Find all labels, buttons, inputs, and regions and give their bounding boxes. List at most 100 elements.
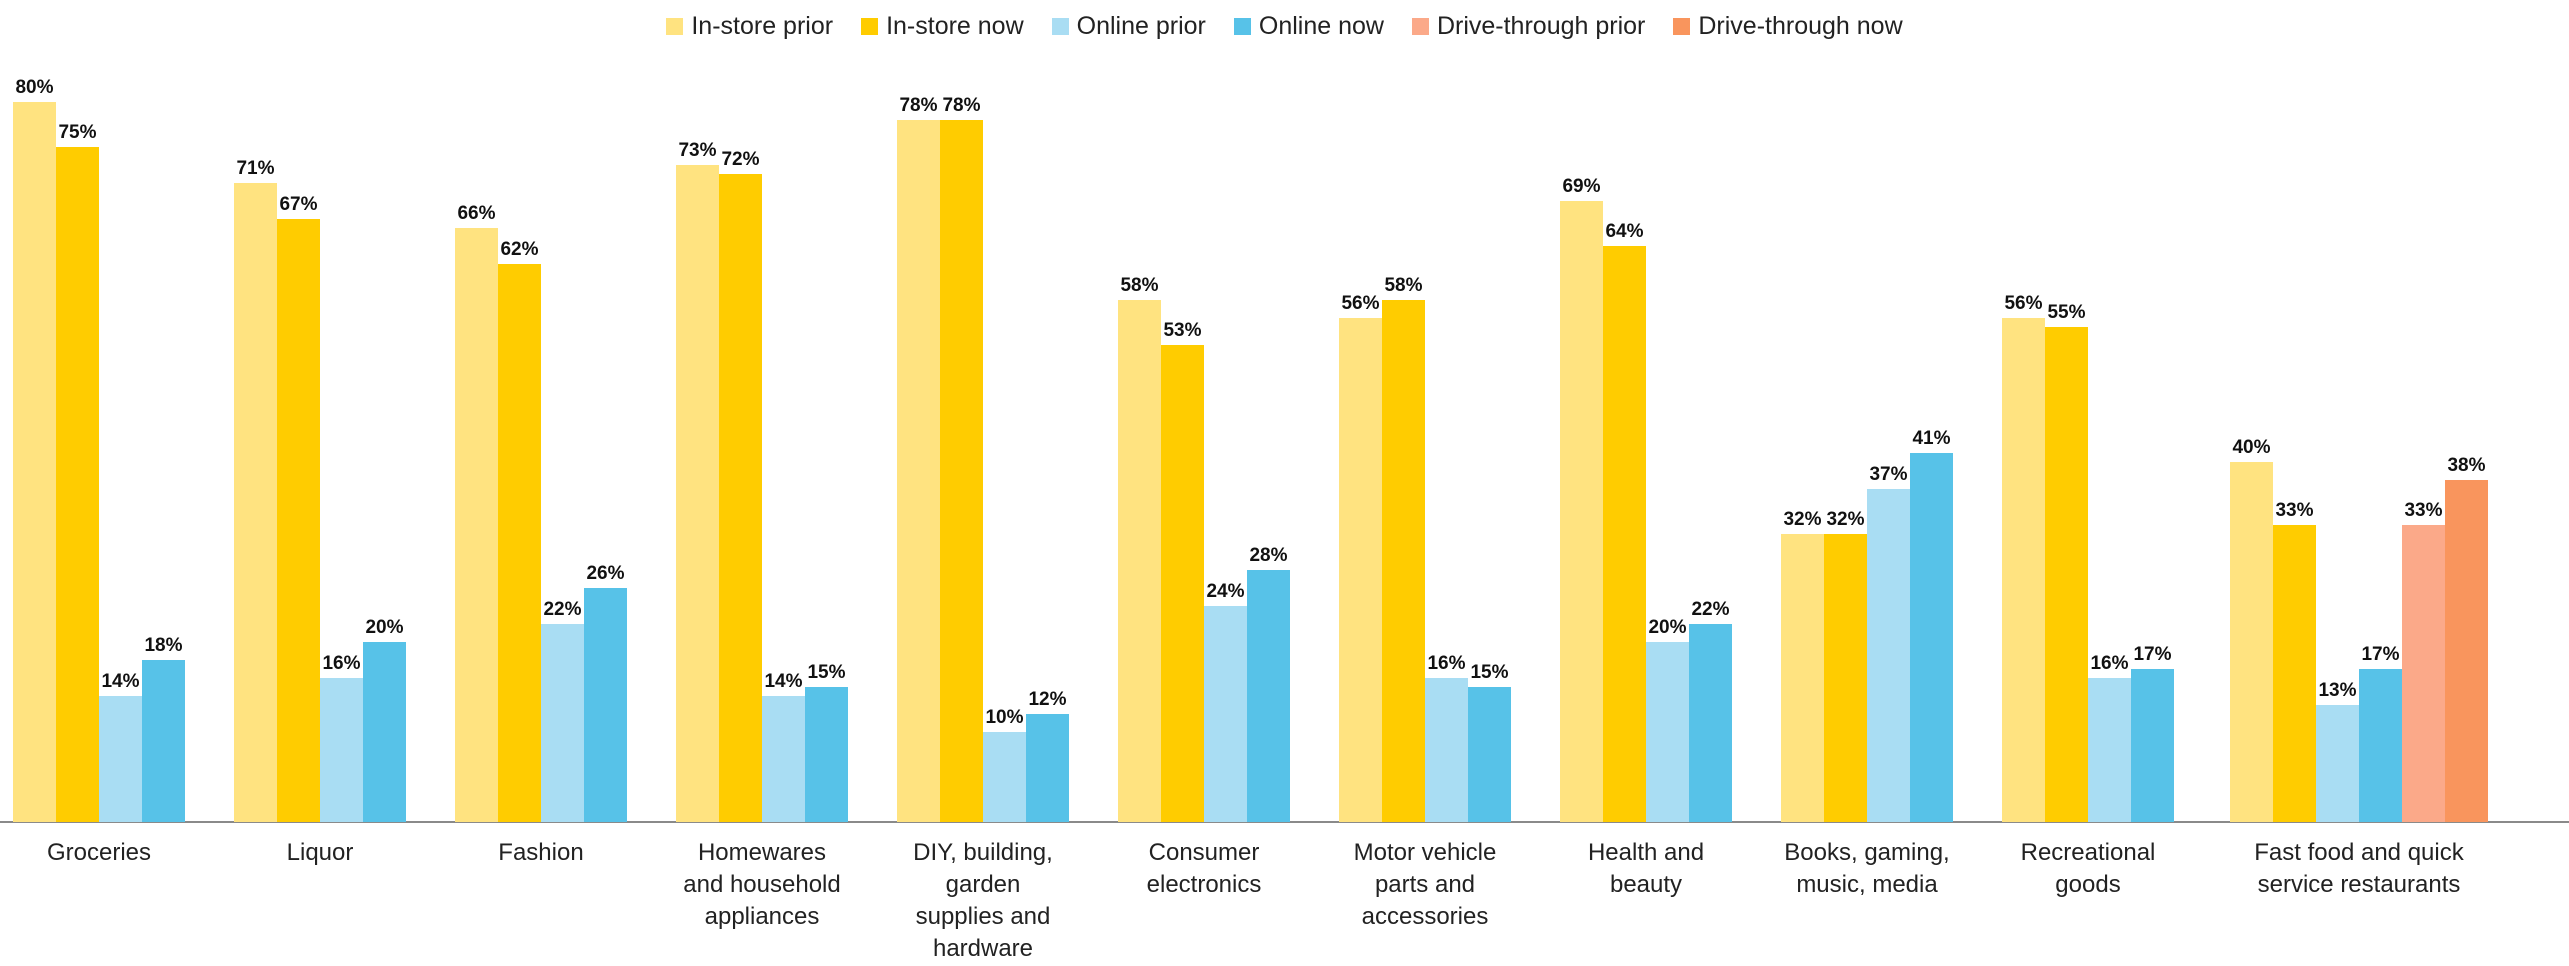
category-label-line: service restaurants xyxy=(2258,871,2461,898)
bar xyxy=(2131,669,2174,822)
category-label: Liquor xyxy=(287,839,354,866)
category-label: Health and beauty xyxy=(1588,839,1704,898)
data-label: 58% xyxy=(1120,275,1158,296)
bar xyxy=(719,174,762,822)
category-label-line: Homewares xyxy=(698,839,826,866)
bar xyxy=(1867,489,1910,822)
category-label-line: supplies and xyxy=(916,903,1051,930)
category-label-line: DIY, building, xyxy=(913,839,1053,866)
data-label: 66% xyxy=(457,203,495,224)
category-label-line: music, media xyxy=(1796,871,1938,898)
bar xyxy=(277,219,320,822)
data-label: 58% xyxy=(1384,275,1422,296)
data-label: 12% xyxy=(1028,689,1066,710)
legend-label: Drive-through prior xyxy=(1436,11,1646,40)
bar xyxy=(1161,345,1204,822)
bar xyxy=(56,147,99,822)
data-label: 75% xyxy=(58,122,96,143)
data-label: 20% xyxy=(1648,617,1686,638)
category-label: Groceries xyxy=(47,839,151,866)
legend-swatch xyxy=(666,17,684,35)
data-label: 37% xyxy=(1869,464,1907,485)
bar xyxy=(2045,327,2088,822)
bar xyxy=(541,624,584,822)
bar xyxy=(983,732,1026,822)
data-label: 33% xyxy=(2275,500,2313,521)
bar xyxy=(99,696,142,822)
legend: In-store prior In-store now Online prior On… xyxy=(0,6,2569,46)
bar xyxy=(1247,570,1290,822)
data-label: 16% xyxy=(1427,653,1465,674)
bar xyxy=(1689,624,1732,822)
data-label: 24% xyxy=(1206,581,1244,602)
bar xyxy=(455,228,498,822)
legend-item: In-store prior xyxy=(666,12,833,41)
category-label: Fast food and quick service restaurants xyxy=(2254,839,2464,898)
bar xyxy=(1204,606,1247,822)
category-label: Books, gaming, music, media xyxy=(1784,839,1949,898)
bar xyxy=(1646,642,1689,822)
data-label: 78% xyxy=(899,95,937,116)
data-label: 18% xyxy=(144,635,182,656)
data-label: 53% xyxy=(1163,320,1201,341)
data-label: 32% xyxy=(1826,509,1864,530)
bar xyxy=(13,102,56,822)
category-label-line: garden xyxy=(946,871,1021,898)
bar xyxy=(2088,678,2131,822)
category-label-line: Consumer xyxy=(1149,839,1260,866)
category-label-line: accessories xyxy=(1362,903,1489,930)
data-label: 40% xyxy=(2232,437,2270,458)
bar xyxy=(1560,201,1603,822)
bar xyxy=(320,678,363,822)
bar xyxy=(1781,534,1824,822)
category-label-line: goods xyxy=(2055,871,2120,898)
bar xyxy=(1425,678,1468,822)
data-label: 56% xyxy=(2004,293,2042,314)
category-label-line: and household xyxy=(683,871,840,898)
data-label: 15% xyxy=(1470,662,1508,683)
legend-label: In-store now xyxy=(886,11,1024,40)
category-label-line: parts and xyxy=(1375,871,1475,898)
category-label-line: electronics xyxy=(1147,871,1262,898)
data-label: 22% xyxy=(543,599,581,620)
bar xyxy=(762,696,805,822)
data-label: 22% xyxy=(1691,599,1729,620)
data-label: 14% xyxy=(764,671,802,692)
bar xyxy=(1910,453,1953,822)
data-label: 67% xyxy=(279,194,317,215)
data-label: 16% xyxy=(322,653,360,674)
bar xyxy=(940,120,983,822)
category-label-line: Health and xyxy=(1588,839,1704,866)
data-label: 55% xyxy=(2047,302,2085,323)
legend-item: Drive-through now xyxy=(1673,11,1903,41)
data-label: 16% xyxy=(2090,653,2128,674)
bar xyxy=(676,165,719,822)
bar xyxy=(1339,318,1382,822)
legend-swatch xyxy=(1673,17,1691,35)
bar xyxy=(142,660,185,822)
data-label: 17% xyxy=(2361,644,2399,665)
bar xyxy=(805,687,848,822)
data-label: 14% xyxy=(101,671,139,692)
data-label: 78% xyxy=(942,95,980,116)
bar xyxy=(584,588,627,822)
bar xyxy=(2273,525,2316,822)
category-label-line: beauty xyxy=(1610,871,1682,898)
category-label: Fashion xyxy=(498,839,583,866)
legend-label: In-store prior xyxy=(691,11,834,40)
category-label-line: Motor vehicle xyxy=(1354,839,1497,866)
bar xyxy=(1468,687,1511,822)
legend-label: Drive-through now xyxy=(1698,11,1903,40)
category-label-line: Liquor xyxy=(287,839,354,866)
data-label: 71% xyxy=(236,158,274,179)
legend-swatch xyxy=(1411,17,1429,35)
data-label: 80% xyxy=(15,77,53,98)
bar xyxy=(2002,318,2045,822)
data-label: 15% xyxy=(807,662,845,683)
bar xyxy=(234,183,277,822)
data-label: 32% xyxy=(1783,509,1821,530)
bar xyxy=(2316,705,2359,822)
bar xyxy=(498,264,541,822)
bar xyxy=(1382,300,1425,822)
